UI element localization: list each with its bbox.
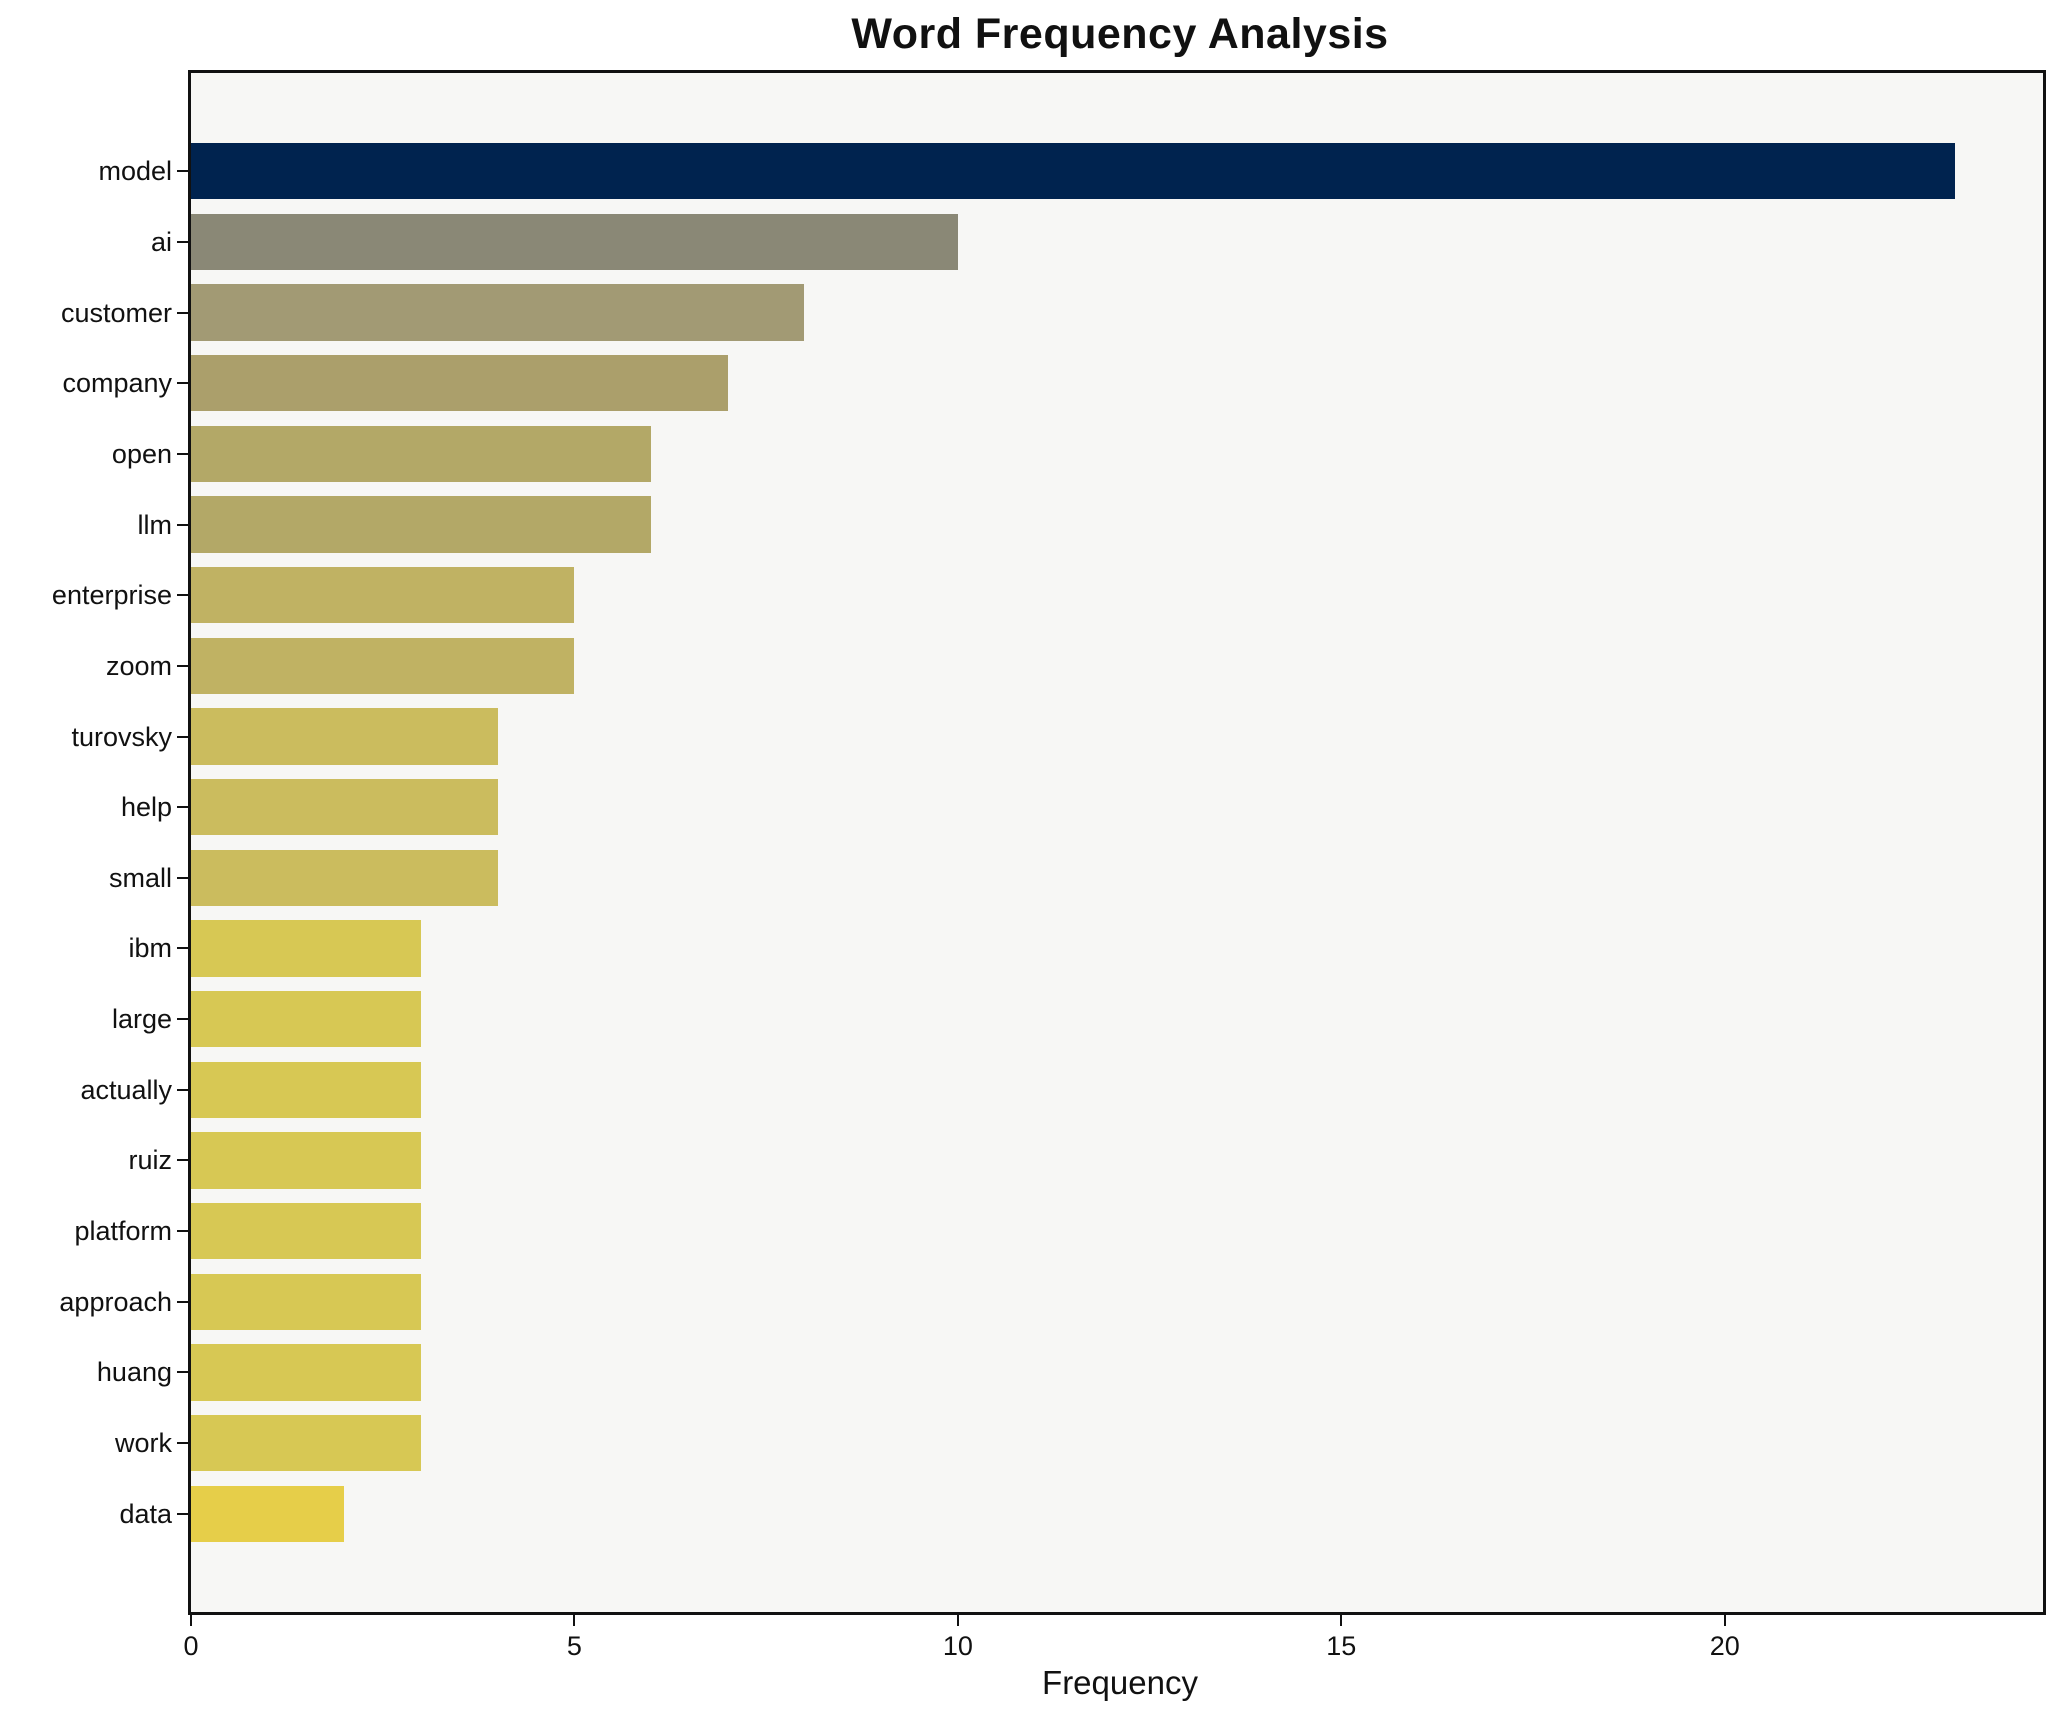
y-tick-label-data: data xyxy=(119,1498,172,1529)
bar-open xyxy=(191,425,652,483)
y-tick-mark-open xyxy=(177,452,188,455)
y-tick-label-approach: approach xyxy=(59,1286,172,1317)
y-tick-label-zoom: zoom xyxy=(105,650,172,681)
bar-ibm xyxy=(191,920,422,977)
y-tick-label-small: small xyxy=(108,862,172,893)
bar-llm xyxy=(191,496,652,553)
bar-zoom xyxy=(191,637,575,695)
y-tick-label-huang: huang xyxy=(96,1357,172,1388)
y-tick-mark-zoom xyxy=(177,664,188,667)
y-tick-label-customer: customer xyxy=(60,297,172,328)
y-tick-mark-small xyxy=(177,876,188,879)
x-tick-mark-20 xyxy=(1723,1615,1726,1626)
y-tick-label-ai: ai xyxy=(150,226,172,257)
y-tick-mark-help xyxy=(177,806,188,809)
bar-actually xyxy=(191,1061,422,1119)
y-tick-mark-platform xyxy=(177,1230,188,1233)
y-tick-label-model: model xyxy=(98,156,172,187)
x-tick-label-0: 0 xyxy=(183,1631,199,1661)
bar-huang xyxy=(191,1344,422,1401)
bar-platform xyxy=(191,1202,422,1260)
plot-area xyxy=(188,70,2046,1615)
bar-model xyxy=(191,142,1955,200)
y-tick-label-enterprise: enterprise xyxy=(51,580,172,611)
y-tick-mark-model xyxy=(177,170,188,173)
bar-small xyxy=(191,849,498,907)
y-tick-mark-customer xyxy=(177,311,188,314)
x-tick-mark-10 xyxy=(956,1615,959,1626)
bar-turovsky xyxy=(191,708,498,765)
y-tick-mark-large xyxy=(177,1018,188,1021)
y-tick-label-company: company xyxy=(62,368,172,399)
y-tick-mark-approach xyxy=(177,1300,188,1303)
y-tick-label-turovsky: turovsky xyxy=(71,721,172,752)
y-tick-label-ruiz: ruiz xyxy=(128,1145,172,1176)
bar-large xyxy=(191,990,422,1048)
bar-enterprise xyxy=(191,566,575,624)
x-tick-mark-15 xyxy=(1340,1615,1343,1626)
y-tick-mark-ruiz xyxy=(177,1159,188,1162)
x-tick-label-5: 5 xyxy=(566,1631,582,1661)
y-tick-mark-huang xyxy=(177,1371,188,1374)
x-tick-mark-5 xyxy=(573,1615,576,1626)
bar-company xyxy=(191,354,728,412)
y-tick-mark-ibm xyxy=(177,947,188,950)
bar-ai xyxy=(191,213,958,271)
x-tick-mark-0 xyxy=(190,1615,192,1626)
y-tick-mark-company xyxy=(177,382,188,385)
y-tick-mark-enterprise xyxy=(177,594,188,597)
y-tick-mark-ai xyxy=(177,240,188,243)
bar-work xyxy=(191,1414,422,1472)
y-tick-mark-data xyxy=(177,1512,188,1515)
y-tick-label-help: help xyxy=(120,792,172,823)
x-tick-label-15: 15 xyxy=(1326,1631,1357,1661)
y-tick-label-work: work xyxy=(114,1428,172,1459)
y-tick-mark-llm xyxy=(177,523,188,526)
y-tick-label-platform: platform xyxy=(74,1216,172,1247)
bar-data xyxy=(191,1485,345,1543)
bar-customer xyxy=(191,284,805,341)
x-axis-label: Frequency xyxy=(1042,1664,1198,1701)
bar-ruiz xyxy=(191,1132,422,1189)
bar-help xyxy=(191,778,498,836)
y-tick-label-open: open xyxy=(111,438,172,469)
y-tick-label-llm: llm xyxy=(137,509,173,540)
y-tick-label-ibm: ibm xyxy=(128,933,172,964)
y-tick-label-actually: actually xyxy=(80,1074,172,1105)
y-tick-mark-turovsky xyxy=(177,735,188,738)
y-tick-label-large: large xyxy=(111,1004,172,1035)
y-tick-mark-work xyxy=(177,1442,188,1445)
y-tick-mark-actually xyxy=(177,1088,188,1091)
x-tick-label-10: 10 xyxy=(942,1631,973,1661)
x-tick-label-20: 20 xyxy=(1709,1631,1740,1661)
bar-approach xyxy=(191,1273,422,1331)
chart-title: Word Frequency Analysis xyxy=(851,10,1389,58)
